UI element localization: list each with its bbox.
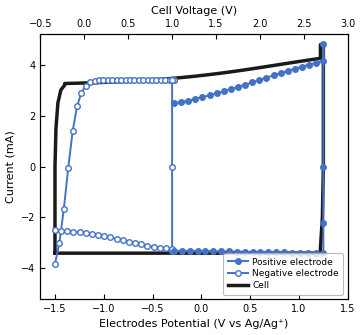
Y-axis label: Current (mA): Current (mA): [5, 130, 16, 203]
Positive electrode: [271, 73, 276, 77]
Positive electrode: [236, 85, 240, 89]
Positive electrode: [290, 251, 294, 255]
Positive electrode: [321, 42, 326, 46]
Negative electrode: [158, 246, 162, 250]
Positive electrode: [305, 251, 310, 255]
Cell: [318, 56, 323, 60]
Line: Positive electrode: Positive electrode: [171, 42, 326, 256]
Negative electrode: [132, 78, 136, 82]
Cell: [141, 78, 145, 82]
Negative electrode: [71, 229, 76, 233]
Positive electrode: [172, 249, 176, 253]
Negative electrode: [172, 78, 176, 82]
Positive electrode: [193, 97, 197, 101]
Positive electrode: [258, 250, 263, 254]
Positive electrode: [266, 250, 270, 254]
Negative electrode: [158, 78, 163, 82]
Positive electrode: [264, 76, 269, 80]
Positive electrode: [297, 251, 302, 255]
Positive electrode: [257, 78, 261, 82]
Positive electrode: [203, 249, 208, 253]
Negative electrode: [70, 129, 75, 133]
Positive electrode: [274, 250, 278, 254]
Positive electrode: [219, 249, 223, 253]
Cell: [53, 251, 57, 255]
Positive electrode: [321, 59, 326, 63]
Positive electrode: [282, 251, 286, 255]
Positive electrode: [314, 61, 318, 65]
Positive electrode: [208, 93, 212, 97]
Positive electrode: [172, 102, 176, 106]
Legend: Positive electrode, Negative electrode, Cell: Positive electrode, Negative electrode, …: [223, 253, 343, 294]
Positive electrode: [279, 71, 283, 75]
Cell: [95, 81, 100, 85]
Positive electrode: [235, 250, 239, 254]
Cell: [321, 42, 326, 46]
Line: Cell: Cell: [55, 44, 323, 253]
Positive electrode: [250, 80, 255, 84]
Line: Negative electrode: Negative electrode: [52, 77, 177, 267]
Positive electrode: [214, 91, 219, 95]
Cell: [115, 80, 119, 84]
Positive electrode: [227, 250, 231, 254]
Positive electrode: [222, 89, 226, 93]
Positive electrode: [286, 69, 290, 73]
Positive electrode: [229, 87, 233, 91]
Positive electrode: [188, 249, 192, 253]
Positive electrode: [179, 100, 183, 104]
Positive electrode: [293, 67, 297, 71]
Positive electrode: [211, 249, 216, 253]
Positive electrode: [195, 249, 200, 253]
Cell: [236, 251, 241, 255]
Cell: [53, 251, 57, 255]
X-axis label: Electrodes Potential (V vs Ag/Ag⁺): Electrodes Potential (V vs Ag/Ag⁺): [99, 320, 289, 329]
Positive electrode: [307, 63, 311, 67]
Positive electrode: [321, 164, 326, 169]
Positive electrode: [251, 250, 255, 254]
Positive electrode: [200, 95, 205, 99]
Negative electrode: [170, 247, 174, 251]
Negative electrode: [53, 262, 57, 266]
X-axis label: Cell Voltage (V): Cell Voltage (V): [151, 6, 237, 15]
Positive electrode: [180, 249, 184, 253]
Cell: [175, 251, 180, 255]
Positive electrode: [243, 83, 247, 87]
Positive electrode: [313, 251, 318, 255]
Positive electrode: [300, 65, 304, 69]
Positive electrode: [243, 250, 247, 254]
Positive electrode: [321, 251, 326, 255]
Positive electrode: [186, 98, 191, 103]
Negative electrode: [53, 228, 57, 232]
Positive electrode: [321, 220, 326, 224]
